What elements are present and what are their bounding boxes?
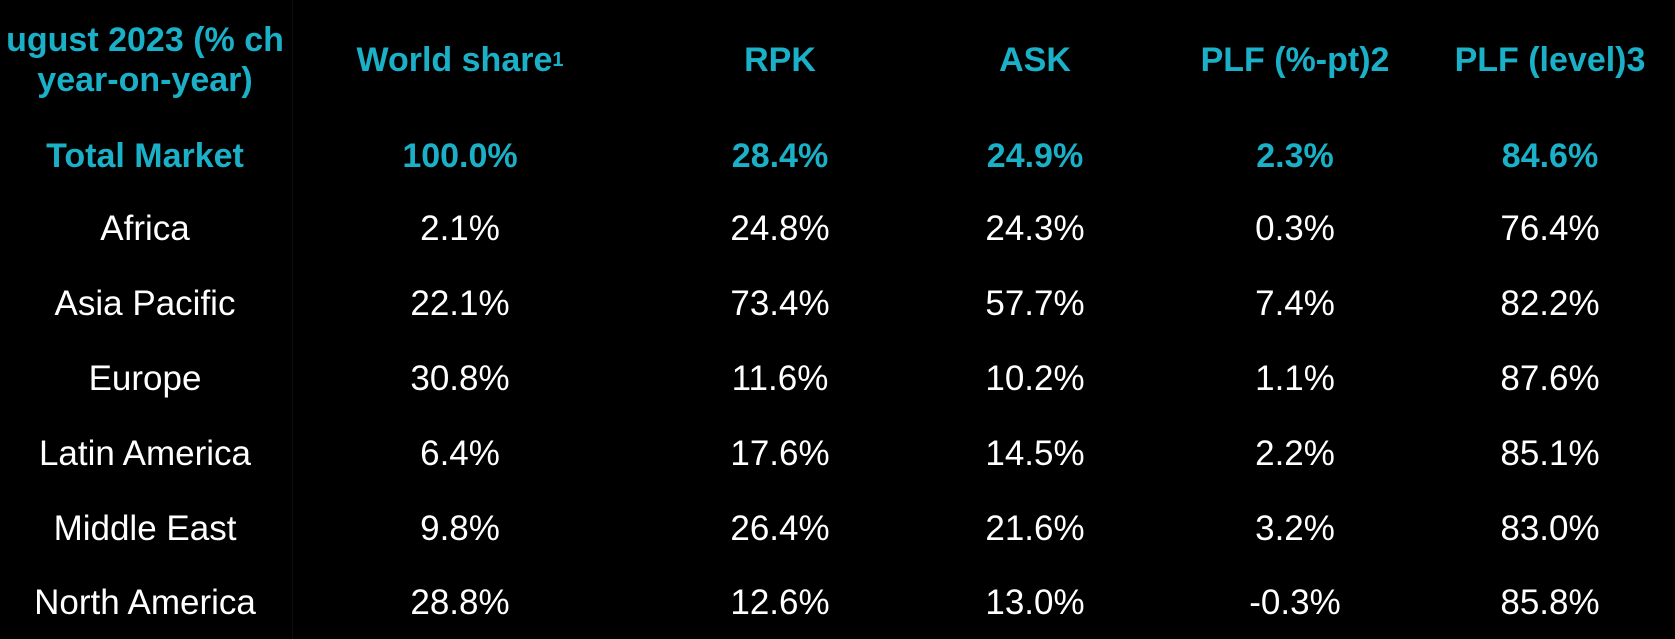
- world-share-cell: 6.4%: [420, 434, 500, 473]
- total-plf-pt: 2.3%: [1256, 136, 1334, 175]
- rpk-cell: 73.4%: [730, 284, 830, 323]
- region-name: Africa: [100, 209, 190, 248]
- rpk-cell: 12.6%: [730, 583, 830, 622]
- total-ask: 24.9%: [986, 136, 1084, 175]
- rpk-cell: 11.6%: [731, 359, 829, 398]
- table-row: Asia Pacific 22.1% 73.4% 57.7% 7.4% 82.2…: [0, 269, 1675, 339]
- region-name: Europe: [88, 359, 202, 398]
- rpk-cell: 17.6%: [730, 434, 830, 473]
- table-row: Africa 2.1% 24.8% 24.3% 0.3% 76.4%: [0, 194, 1675, 264]
- header-region-line1: ugust 2023 (% ch: [6, 21, 284, 59]
- plf-pt-cell: 3.2%: [1255, 509, 1335, 548]
- world-share-cell: 28.8%: [410, 583, 510, 622]
- header-plf-level: PLF (level)3: [1454, 41, 1646, 79]
- header-plf-pt: PLF (%-pt)2: [1200, 41, 1390, 79]
- column-divider: [292, 0, 293, 639]
- region-name: Latin America: [38, 434, 252, 473]
- plf-level-cell: 76.4%: [1500, 209, 1600, 248]
- world-share-cell: 9.8%: [420, 509, 500, 548]
- ask-cell: 24.3%: [985, 209, 1085, 248]
- total-rpk: 28.4%: [731, 136, 829, 175]
- total-region-name: Total Market: [46, 136, 244, 175]
- header-world-share: World share 1: [356, 41, 564, 79]
- header-rpk: RPK: [744, 41, 816, 79]
- total-plf-level: 84.6%: [1501, 136, 1599, 175]
- region-name: Middle East: [53, 509, 237, 548]
- header-ask: ASK: [999, 41, 1071, 79]
- world-share-cell: 30.8%: [410, 359, 510, 398]
- ask-cell: 10.2%: [985, 359, 1085, 398]
- plf-level-cell: 85.8%: [1500, 583, 1600, 622]
- header-region-line2: year-on-year): [37, 61, 253, 99]
- table-row: Latin America 6.4% 17.6% 14.5% 2.2% 85.1…: [0, 419, 1675, 489]
- header-world-share-label: World share: [356, 41, 553, 79]
- plf-pt-cell: 2.2%: [1255, 434, 1335, 473]
- table-row: North America 28.8% 12.6% 13.0% -0.3% 85…: [0, 568, 1675, 638]
- plf-pt-cell: 0.3%: [1255, 209, 1335, 248]
- plf-level-cell: 83.0%: [1500, 509, 1600, 548]
- table-row: Middle East 9.8% 26.4% 21.6% 3.2% 83.0%: [0, 494, 1675, 564]
- rpk-cell: 24.8%: [730, 209, 830, 248]
- table-header-row: ugust 2023 (% ch year-on-year) World sha…: [0, 12, 1675, 108]
- plf-pt-cell: -0.3%: [1249, 583, 1341, 622]
- ask-cell: 21.6%: [985, 509, 1085, 548]
- total-world-share: 100.0%: [402, 136, 518, 175]
- total-market-row: Total Market 100.0% 28.4% 24.9% 2.3% 84.…: [0, 122, 1675, 190]
- plf-level-cell: 85.1%: [1500, 434, 1600, 473]
- plf-pt-cell: 1.1%: [1255, 359, 1335, 398]
- table-row: Europe 30.8% 11.6% 10.2% 1.1% 87.6%: [0, 344, 1675, 414]
- world-share-cell: 2.1%: [420, 209, 500, 248]
- plf-level-cell: 82.2%: [1500, 284, 1600, 323]
- ask-cell: 14.5%: [985, 434, 1085, 473]
- header-region: ugust 2023 (% ch year-on-year): [0, 12, 310, 108]
- region-name: Asia Pacific: [54, 284, 236, 323]
- world-share-cell: 22.1%: [410, 284, 510, 323]
- plf-pt-cell: 7.4%: [1255, 284, 1335, 323]
- region-name: North America: [34, 583, 256, 622]
- ask-cell: 13.0%: [985, 583, 1085, 622]
- rpk-cell: 26.4%: [730, 509, 830, 548]
- plf-level-cell: 87.6%: [1500, 359, 1600, 398]
- ask-cell: 57.7%: [985, 284, 1085, 323]
